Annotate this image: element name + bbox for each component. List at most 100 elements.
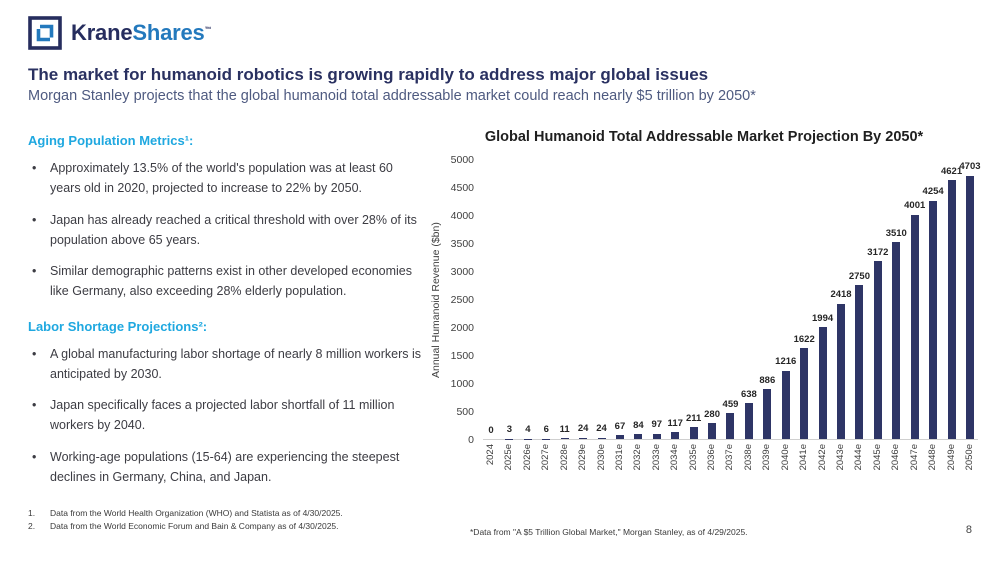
plot-area: 0 3 4 6 11 24 24 67 84 97 117 211 280 459 638 886 1216 16…: [483, 160, 981, 492]
bar-value-label: 2750: [848, 270, 871, 282]
bar-value-label: 84: [633, 419, 644, 431]
bar-value-label: 2418: [830, 289, 852, 301]
bars: 0 3 4 6 11 24 24 67 84 97 117 211 280 459 638 886 1216 16…: [483, 160, 981, 441]
bar-2047e: 4001: [904, 160, 925, 440]
x-tick-label: 2032e: [632, 444, 644, 471]
bar-value-label: 1622: [793, 333, 815, 345]
x-tick-label: 2037e: [724, 444, 736, 471]
list-item: Similar demographic patterns exist in ot…: [28, 261, 426, 302]
x-tick-label: 2026e: [521, 444, 533, 471]
bar-value-label: 11: [559, 423, 570, 435]
y-tick-label: 1500: [450, 349, 474, 362]
bar-2049e: 4621: [941, 160, 962, 440]
bar-2036e: 280: [704, 160, 720, 440]
bar-value-label: 4703: [959, 161, 981, 173]
x-tick-label: 2038e: [742, 444, 754, 471]
logo-wordmark: KraneShares™: [71, 20, 212, 46]
bar-2039e: 886: [759, 160, 775, 440]
list-item: Japan has already reached a critical thr…: [28, 210, 426, 251]
footnote-number: 1.: [28, 508, 36, 518]
footnote-2: 2. Data from the World Economic Forum an…: [28, 521, 343, 531]
bar-value-label: 3: [506, 424, 513, 436]
bar-value-label: 1994: [812, 312, 834, 324]
bar-2033e: 97: [652, 160, 662, 440]
bar-value-label: 24: [596, 423, 607, 435]
bar-value-label: 4: [525, 424, 531, 436]
bar-2044e: 2750: [849, 160, 870, 440]
chart-title: Global Humanoid Total Addressable Market…: [484, 129, 924, 145]
y-tick-label: 0: [468, 433, 474, 446]
bar-2026e: 4: [523, 160, 532, 440]
bar-2031e: 67: [615, 160, 625, 440]
list-item: Working-age populations (15-64) are expe…: [28, 447, 426, 488]
x-tick-label: 2050e: [963, 444, 975, 471]
bar-2046e: 3510: [886, 160, 907, 440]
y-tick-label: 2000: [450, 321, 474, 334]
page-number: 8: [965, 524, 972, 536]
kraneshares-logo: KraneShares™: [28, 16, 972, 50]
bar-value-label: 3510: [885, 227, 907, 239]
left-text-column: Aging Population Metrics¹: Approximately…: [28, 133, 426, 504]
x-tick-label: 2034e: [669, 444, 681, 471]
footnote-1: 1. Data from the World Health Organizati…: [28, 508, 343, 518]
x-tick-label: 2042e: [816, 444, 828, 471]
x-tick-label: 2049e: [945, 444, 957, 471]
trademark-symbol: ™: [204, 26, 212, 34]
logo-text-secondary: Shares: [132, 20, 205, 45]
x-tick-label: 2048e: [927, 444, 939, 471]
bar-2040e: 1216: [775, 160, 796, 440]
bar-2024: 0: [487, 160, 495, 439]
y-axis-ticks: 0 500 1000 1500 2000 2500 3000 3500 4000 4500 5000: [447, 155, 483, 445]
x-tick-label: 2040e: [779, 444, 791, 471]
bar-chart: Annual Humanoid Revenue ($bn) 0 500 1000 15…: [430, 155, 981, 492]
labor-shortage-bullets: A global manufacturing labor shortage of…: [28, 344, 426, 488]
header: KraneShares™ The market for humanoid rob…: [28, 16, 972, 104]
x-tick-label: 2028e: [558, 444, 570, 471]
x-tick-label: 2044e: [853, 444, 865, 471]
y-tick-label: 500: [456, 405, 474, 418]
section-heading-labor-shortage: Labor Shortage Projections²:: [28, 318, 208, 334]
chart-region: Global Humanoid Total Addressable Market…: [430, 127, 981, 492]
bar-value-label: 4254: [922, 186, 944, 198]
x-tick-label: 2035e: [687, 444, 699, 471]
list-item: Japan specifically faces a projected lab…: [28, 395, 426, 436]
list-item: Approximately 13.5% of the world's popul…: [28, 158, 426, 199]
bar-2038e: 638: [741, 160, 757, 440]
logo-text-primary: Krane: [71, 20, 133, 45]
bar-2045e: 3172: [867, 160, 888, 440]
page-title: The market for humanoid robotics is grow…: [28, 65, 709, 84]
bar-value-label: 24: [577, 423, 589, 435]
footnote-number: 2.: [28, 520, 36, 531]
list-item: A global manufacturing labor shortage of…: [28, 344, 426, 385]
kraneshares-logo-icon: [28, 16, 62, 50]
bar-2027e: 6: [542, 160, 551, 440]
bar-value-label: 459: [722, 398, 739, 410]
y-tick-label: 4000: [450, 209, 474, 222]
bar-2034e: 117: [668, 160, 683, 440]
bar-2037e: 459: [723, 160, 738, 440]
bar-2050e: 4703: [959, 160, 981, 440]
bar-value-label: 211: [685, 412, 702, 424]
x-tick-label: 2043e: [835, 444, 847, 471]
bar-value-label: 638: [740, 388, 757, 400]
bar-2041e: 1622: [794, 160, 815, 440]
bar-value-label: 6: [543, 424, 549, 436]
x-tick-label: 2024: [485, 444, 496, 466]
bar-2043e: 2418: [830, 160, 852, 440]
x-tick-label: 2027e: [540, 444, 552, 471]
footnote-text: Data from the World Health Organization …: [50, 508, 343, 518]
bar-value-label: 1216: [775, 356, 797, 368]
x-tick-label: 2045e: [871, 444, 883, 471]
bar-2028e: 11: [559, 160, 570, 440]
bar-2025e: 3: [505, 160, 514, 440]
bar-value-label: 117: [667, 417, 683, 429]
x-tick-label: 2030e: [595, 444, 607, 471]
y-tick-label: 2500: [450, 293, 474, 306]
bar-2042e: 1994: [812, 160, 833, 440]
chart-source-footnote: *Data from "A $5 Trillion Global Market,…: [470, 527, 748, 537]
x-tick-label: 2025e: [503, 444, 515, 471]
y-tick-label: 5000: [450, 153, 474, 166]
bar-value-label: 3172: [867, 246, 889, 258]
x-axis-ticks: 2024 2025e 2026e 2027e 2028e 2029e 2030e 2031e 2…: [483, 440, 978, 492]
